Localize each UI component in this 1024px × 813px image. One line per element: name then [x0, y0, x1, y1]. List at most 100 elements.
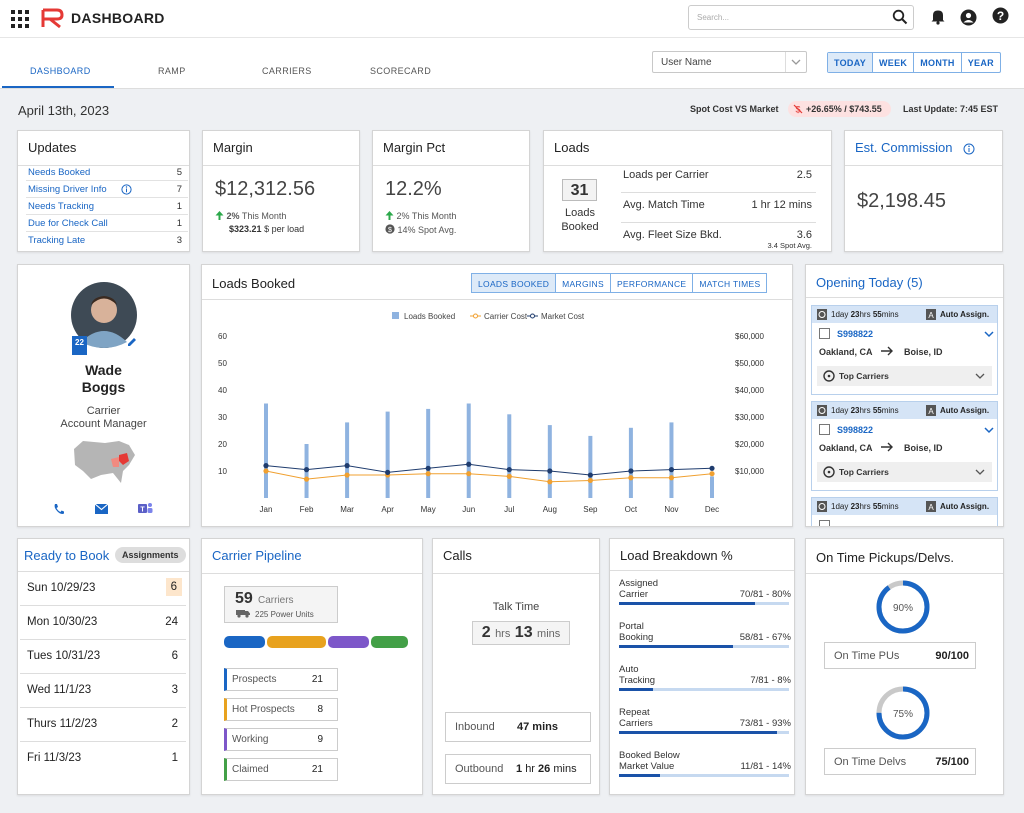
- point-carrier-cost: [263, 468, 269, 474]
- tab-ramp[interactable]: RAMP: [158, 66, 186, 76]
- legend-label: Loads Booked: [404, 312, 455, 321]
- opening-checkbox[interactable]: [819, 520, 830, 526]
- opening-checkbox[interactable]: [819, 424, 830, 435]
- phone-icon[interactable]: [53, 503, 65, 515]
- info-icon[interactable]: [963, 143, 975, 155]
- updates-row[interactable]: Needs Tracking 1: [26, 198, 188, 215]
- margin-pct-card: Margin Pct 12.2% 2% This Month $ 14% Spo…: [372, 130, 530, 252]
- pipeline-row[interactable]: Hot Prospects 8: [224, 698, 338, 721]
- chevron-down-icon[interactable]: [984, 329, 994, 339]
- ready-row[interactable]: Wed 11/1/23 3: [20, 674, 186, 708]
- loads-chart-card: Loads Booked LOADS BOOKED MARGINS PERFOR…: [201, 264, 793, 527]
- margin-title: Margin: [213, 140, 253, 155]
- pipeline-segment: [224, 636, 265, 648]
- pipeline-row[interactable]: Prospects 21: [224, 668, 338, 691]
- auto-assign-label: Auto Assign.: [940, 310, 990, 319]
- user-select[interactable]: User Name: [652, 51, 807, 73]
- svg-text:$: $: [388, 227, 392, 234]
- bar-loads-booked: [385, 411, 390, 498]
- chart-tab-margins[interactable]: MARGINS: [556, 274, 611, 292]
- search-icon[interactable]: [892, 9, 908, 25]
- ready-row[interactable]: Thurs 11/2/23 2: [20, 708, 186, 742]
- teams-icon[interactable]: T: [138, 502, 153, 515]
- updates-row[interactable]: Missing Driver Info 7: [26, 181, 188, 198]
- ready-row[interactable]: Fri 11/3/23 1: [20, 742, 186, 776]
- ready-row[interactable]: Mon 10/30/23 24: [20, 606, 186, 640]
- ready-row-date: Thurs 11/2/23: [27, 718, 98, 730]
- point-market-cost: [709, 465, 715, 471]
- pipeline-segment: [327, 636, 369, 648]
- loads-title: Loads: [554, 140, 590, 155]
- margin-pct-spot: $ 14% Spot Avg.: [385, 224, 456, 235]
- opening-item[interactable]: 1day 23hrs 55mins A Auto Assign. S998822 Oak…: [811, 401, 998, 491]
- top-carriers-dropdown[interactable]: Top Carriers: [817, 366, 992, 386]
- last-update: Last Update: 7:45 EST: [903, 104, 999, 114]
- updates-row[interactable]: Tracking Late 3: [28, 235, 182, 246]
- account-icon[interactable]: [960, 9, 977, 26]
- updates-row[interactable]: Due for Check Call 1: [26, 215, 188, 232]
- opening-item[interactable]: 1day 23hrs 55mins A Auto Assign. S998822 Oak…: [811, 305, 998, 395]
- loads-card: Loads 31 Loads Booked Loads per Carrier 2…: [543, 130, 832, 252]
- bar-loads-booked: [264, 403, 268, 498]
- carrier-pipeline-card: Carrier Pipeline 59 Carriers 225 Power U…: [201, 538, 423, 795]
- load-id-link[interactable]: S998822: [837, 425, 874, 435]
- email-icon[interactable]: [95, 504, 108, 514]
- load-id-link[interactable]: S998822: [837, 329, 874, 339]
- info-icon[interactable]: [121, 184, 132, 195]
- bar-loads-booked: [547, 425, 552, 498]
- chevron-down-icon: [975, 469, 985, 475]
- tab-dashboard[interactable]: DASHBOARD: [30, 66, 91, 76]
- chevron-down-icon[interactable]: [984, 425, 994, 435]
- y-left-tick: 30: [218, 413, 227, 422]
- chart-tab-match-times[interactable]: MATCH TIMES: [699, 279, 761, 289]
- profile-card: 22 Wade Boggs Carrier Account Manager T: [17, 264, 190, 527]
- y-right-tick: $20,000: [735, 440, 764, 449]
- commission-value: $2,198.45: [857, 190, 946, 212]
- point-market-cost: [547, 468, 553, 474]
- edit-icon[interactable]: [126, 336, 138, 348]
- chart-tab-loads-booked[interactable]: LOADS BOOKED: [472, 274, 557, 292]
- loads-stat-row: Avg. Match Time 1 hr 12 mins: [621, 193, 816, 223]
- bell-icon[interactable]: [930, 8, 946, 25]
- opening-item[interactable]: 1day 23hrs 55mins A Auto Assign.: [811, 497, 998, 526]
- pipeline-row[interactable]: Claimed 21: [224, 758, 338, 781]
- apps-grid-icon[interactable]: [11, 10, 29, 28]
- search-input[interactable]: Search...: [688, 5, 914, 30]
- origin-label: Oakland, CA: [819, 443, 873, 453]
- chart-tab-performance[interactable]: PERFORMANCE: [611, 274, 694, 292]
- ready-row-count: 2: [171, 718, 178, 730]
- active-tab-underline: [2, 86, 114, 88]
- destination-label: Boise, ID: [904, 347, 943, 357]
- margin-per-load: $323.21 $ per load: [229, 224, 305, 234]
- updates-row[interactable]: Needs Booked 5: [26, 164, 188, 181]
- ontime-title: On Time Pickups/Delvs.: [816, 550, 954, 565]
- ready-row[interactable]: Tues 10/31/23 6: [20, 640, 186, 674]
- period-year[interactable]: YEAR: [967, 58, 994, 68]
- opening-checkbox[interactable]: [819, 328, 830, 339]
- pipeline-row[interactable]: Working 9: [224, 728, 338, 751]
- period-week[interactable]: WEEK: [873, 53, 915, 72]
- loads-booked-count: 31: [562, 179, 597, 201]
- arrow-right-icon: [881, 442, 893, 452]
- tab-scorecard[interactable]: SCORECARD: [370, 66, 432, 76]
- y-right-tick: $10,000: [735, 467, 764, 476]
- period-month[interactable]: MONTH: [914, 53, 962, 72]
- updates-card: Updates Needs Booked 5 Missing Driver Inf…: [17, 130, 190, 252]
- assignments-badge[interactable]: Assignments: [115, 547, 186, 563]
- top-carriers-dropdown[interactable]: Top Carriers: [817, 462, 992, 482]
- destination-label: Boise, ID: [904, 443, 943, 453]
- point-carrier-cost: [344, 472, 350, 478]
- ready-row-count: 3: [171, 684, 178, 696]
- ready-row-date: Fri 11/3/23: [27, 752, 82, 764]
- ready-row-count: 6: [165, 578, 182, 596]
- profile-role: Carrier Account Manager: [60, 405, 147, 430]
- x-tick: Sep: [583, 505, 598, 514]
- ready-row[interactable]: Sun 10/29/23 6: [20, 572, 186, 606]
- updates-title: Updates: [28, 140, 77, 155]
- tab-carriers[interactable]: CARRIERS: [262, 66, 312, 76]
- period-today[interactable]: TODAY: [828, 53, 874, 72]
- help-icon[interactable]: ?: [992, 7, 1009, 24]
- chevron-down-icon: [785, 52, 806, 72]
- dollar-badge-icon: $: [385, 224, 395, 234]
- series-line-market-cost: [265, 463, 713, 476]
